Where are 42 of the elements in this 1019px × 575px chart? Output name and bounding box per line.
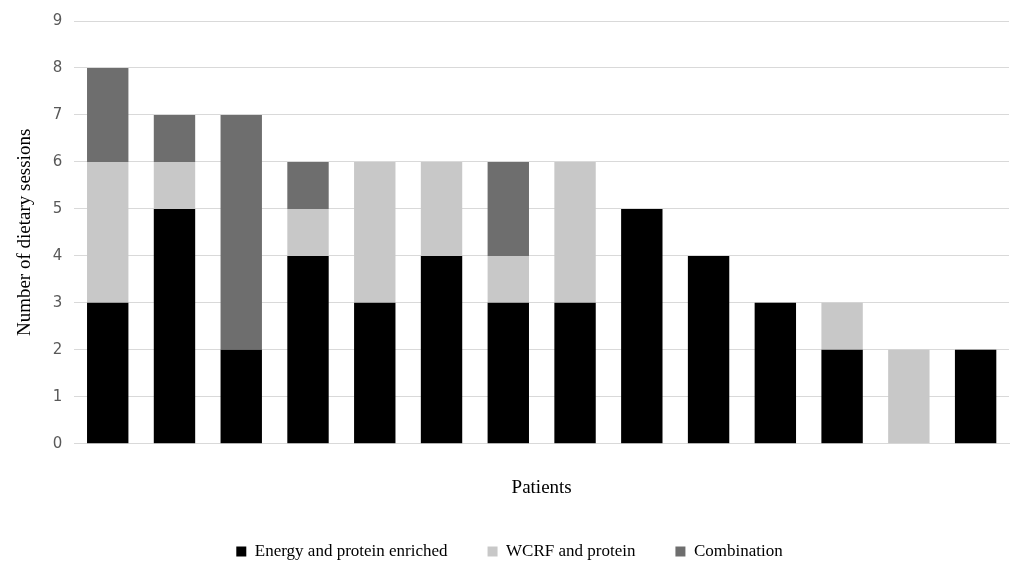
y-tick-label: 0 [52, 433, 63, 452]
y-tick-label: 6 [52, 151, 63, 170]
bar [153, 161, 196, 209]
bar [888, 349, 930, 444]
bar [87, 67, 129, 162]
bar [754, 302, 797, 444]
legend-label: WCRF and protein [506, 540, 636, 560]
bar [487, 302, 529, 444]
y-tick-label: 3 [52, 292, 63, 311]
bar [287, 255, 329, 444]
x-axis-title: Patients [511, 475, 572, 497]
y-axis-title: Number of dietary sessions [13, 128, 35, 337]
y-tick-label: 8 [52, 57, 63, 76]
y-tick-label: 7 [52, 104, 63, 123]
bar [153, 208, 196, 444]
bar [487, 161, 529, 256]
bar [554, 161, 596, 303]
y-tick-label: 5 [52, 198, 63, 217]
bar [220, 114, 262, 350]
bar [153, 114, 196, 162]
bar [687, 255, 730, 444]
bar [220, 349, 262, 444]
bar [487, 255, 529, 303]
y-tick-label: 1 [52, 386, 63, 405]
bar [420, 161, 463, 256]
bar [354, 161, 396, 303]
bar [621, 208, 663, 444]
y-tick-label: 4 [52, 245, 63, 264]
legend-label: Energy and protein enriched [254, 540, 449, 560]
legend-label: Combination [693, 540, 784, 560]
bar [420, 255, 463, 444]
bar [954, 349, 997, 444]
bar [554, 302, 596, 444]
bar [87, 161, 129, 303]
y-tick-label: 9 [52, 10, 63, 29]
bar [821, 302, 863, 350]
bar [354, 302, 396, 444]
bar [821, 349, 863, 444]
bar [287, 208, 329, 256]
y-tick-label: 2 [52, 339, 63, 358]
bar [287, 161, 329, 209]
bar [87, 302, 129, 444]
